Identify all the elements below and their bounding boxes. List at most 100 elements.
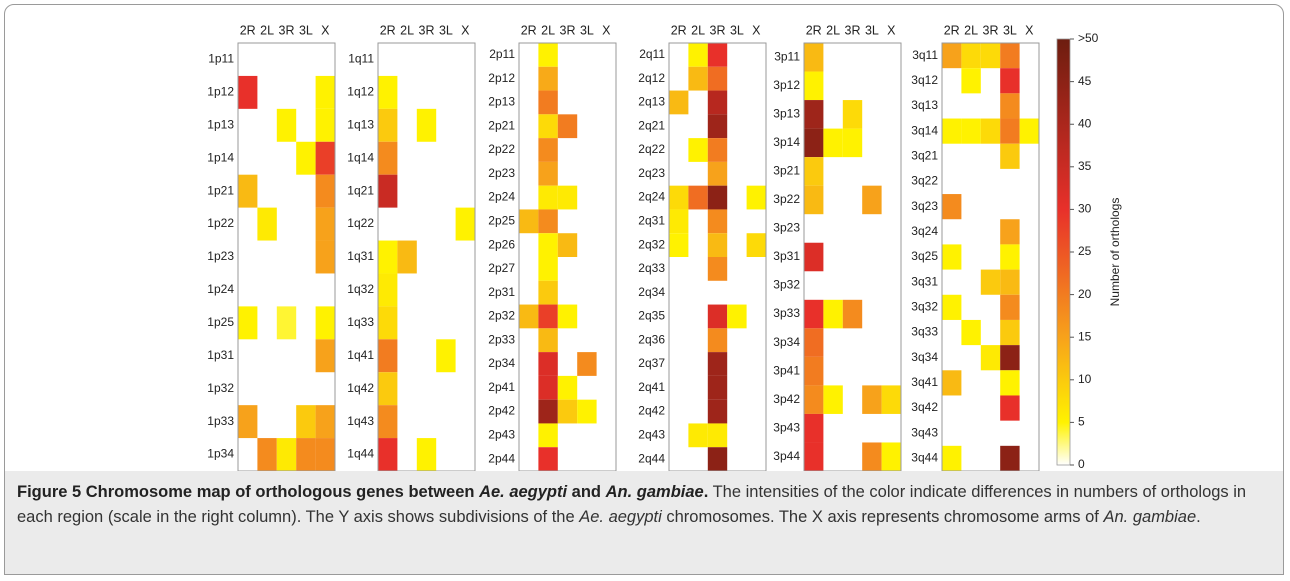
caption-text: Ae. aegypti: [579, 508, 662, 526]
colorbar-tick-label: 10: [1078, 372, 1092, 386]
column-label: X: [321, 23, 330, 37]
heatmap-cell: [707, 304, 728, 329]
heatmap-cell: [577, 352, 597, 376]
heatmap-cell: [538, 90, 558, 115]
row-label: 2q37: [638, 356, 665, 370]
heatmap-cell: [707, 423, 728, 448]
column-label: 2R: [671, 23, 687, 37]
heatmap-cell: [1000, 319, 1020, 346]
heatmap-cell: [1000, 43, 1020, 69]
column-label: X: [602, 23, 611, 37]
heatmap-cell: [538, 138, 558, 162]
row-label: 2q44: [638, 451, 665, 465]
heatmap-cell: [707, 447, 728, 471]
heatmap-cell: [378, 306, 398, 340]
row-label: 2p21: [488, 118, 515, 132]
heatmap-cell: [1000, 118, 1020, 144]
heatmap-cell: [804, 43, 824, 72]
row-label: 3p12: [773, 78, 800, 92]
heatmap-cell: [378, 108, 398, 142]
heatmap-cell: [276, 108, 297, 142]
heatmap-cell: [436, 339, 456, 373]
row-label: 3q12: [911, 73, 938, 87]
row-label: 1p13: [207, 117, 234, 131]
heatmap-cell: [315, 207, 335, 241]
row-label: 3q43: [911, 425, 938, 439]
row-label: 1p12: [207, 85, 234, 99]
row-label: 2p42: [488, 404, 515, 418]
heatmap-cell: [296, 438, 316, 471]
heatmap-cell: [804, 128, 824, 158]
heatmap-cell: [538, 423, 558, 448]
heatmap-cell: [842, 100, 863, 129]
row-label: 1p34: [207, 447, 234, 461]
panel-frame: [668, 42, 767, 471]
row-label: 1p23: [207, 249, 234, 263]
heatmap-cell: [238, 174, 258, 208]
heatmap-cell: [538, 304, 558, 329]
row-label: 2p23: [488, 166, 515, 180]
heatmap-cell: [1000, 219, 1020, 245]
row-label: 3q14: [911, 123, 938, 137]
column-label: 2L: [826, 23, 840, 37]
colorbar-tick-label: 40: [1078, 116, 1092, 130]
colorbar-tick-label: 0: [1078, 457, 1085, 471]
row-label: 1q22: [347, 216, 374, 230]
row-label: 3p11: [774, 49, 800, 63]
heatmap-cell: [238, 306, 258, 340]
row-label: 2p33: [488, 332, 515, 346]
row-label: 2q31: [638, 214, 665, 228]
row-label: 1p32: [207, 381, 234, 395]
heatmap-cell: [538, 185, 558, 210]
row-label: 2p22: [488, 142, 515, 156]
heatmap-cell: [238, 75, 258, 109]
heatmap-cell: [315, 405, 335, 439]
heatmap-cell: [1000, 143, 1020, 169]
heatmap-cell: [804, 100, 824, 129]
row-label: 1q11: [348, 52, 374, 66]
heatmap-cell: [707, 66, 728, 91]
heatmap-cell: [961, 118, 981, 144]
heatmap-cell: [823, 385, 843, 414]
row-label: 2q36: [638, 332, 665, 346]
column-label: 3L: [730, 23, 744, 37]
row-label: 3q21: [911, 148, 938, 162]
row-label: 2q43: [638, 428, 665, 442]
heatmap-cell: [746, 185, 766, 210]
column-label: 3R: [845, 23, 861, 37]
heatmap-cell: [538, 280, 558, 305]
heatmap-cell: [557, 399, 578, 424]
heatmap-cell: [669, 209, 689, 234]
row-label: 2p26: [488, 237, 515, 251]
row-label: 2q22: [638, 142, 665, 156]
heatmap-cell: [315, 438, 335, 471]
row-label: 2q42: [638, 404, 665, 418]
row-label: 1q13: [347, 117, 374, 131]
column-label: 3L: [1003, 23, 1017, 37]
row-label: 1q31: [347, 249, 374, 263]
heatmap-cell: [669, 233, 689, 257]
heatmap-cell: [296, 405, 316, 439]
chart: 2R 2L 3R 3L X 1p11 1p12 1p13 1p14 1p21 1p22 1p23 1p2…: [207, 23, 1122, 471]
column-label: 3L: [865, 23, 879, 37]
heatmap-cell: [455, 207, 475, 241]
heatmap-cell: [842, 299, 863, 329]
caption-text: Figure 5 Chromosome map of orthologous g…: [17, 483, 480, 501]
heatmap-cell: [804, 71, 824, 101]
heatmap-cell: [804, 299, 824, 329]
heatmap-cell: [823, 299, 843, 329]
heatmap-cell: [378, 438, 398, 471]
heatmap-cell: [315, 240, 335, 274]
row-label: 2p11: [489, 47, 515, 61]
colorbar-tick-label: 45: [1078, 74, 1092, 88]
column-label: 3R: [710, 23, 726, 37]
column-label: 3L: [439, 23, 453, 37]
heatmap-cell: [669, 90, 689, 115]
heatmap-cell: [727, 304, 747, 329]
row-label: 3p44: [773, 449, 800, 463]
row-label: 3p13: [773, 107, 800, 121]
heatmap-cell: [538, 233, 558, 257]
heatmap-cell: [862, 185, 882, 215]
row-label: 3q13: [911, 98, 938, 112]
row-label: 3q25: [911, 249, 938, 263]
